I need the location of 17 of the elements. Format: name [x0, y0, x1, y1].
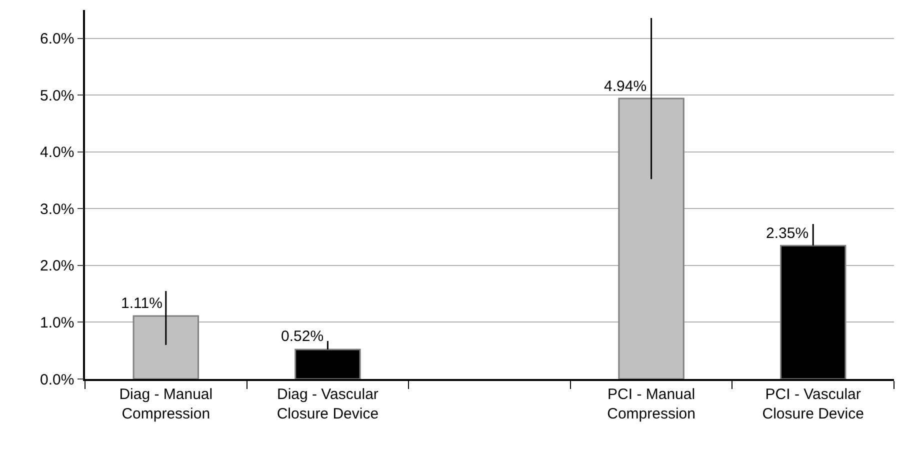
x-tick-label: PCI - Vascular Closure Device — [762, 386, 864, 422]
y-tick-label: 1.0% — [40, 314, 74, 332]
y-tick-label: 0.0% — [40, 371, 74, 388]
bar — [132, 315, 200, 379]
y-tick-label: 4.0% — [40, 144, 74, 162]
y-tick-label: 2.0% — [40, 258, 74, 275]
y-tick-label: 5.0% — [40, 87, 74, 104]
data-label: 4.94% — [604, 78, 647, 95]
data-label: 0.52% — [281, 328, 324, 345]
data-label: 1.11% — [121, 295, 162, 312]
y-tick-label: 6.0% — [40, 30, 74, 48]
data-label: 2.35% — [766, 225, 809, 242]
x-tick-label: Diag - Vascular Closure Device — [276, 386, 379, 422]
x-tick-label: Diag - Manual Compression — [119, 386, 213, 422]
x-tick-label: PCI - Manual Compression — [607, 386, 696, 422]
bar — [618, 98, 684, 379]
y-tick-label: 3.0% — [40, 200, 74, 218]
